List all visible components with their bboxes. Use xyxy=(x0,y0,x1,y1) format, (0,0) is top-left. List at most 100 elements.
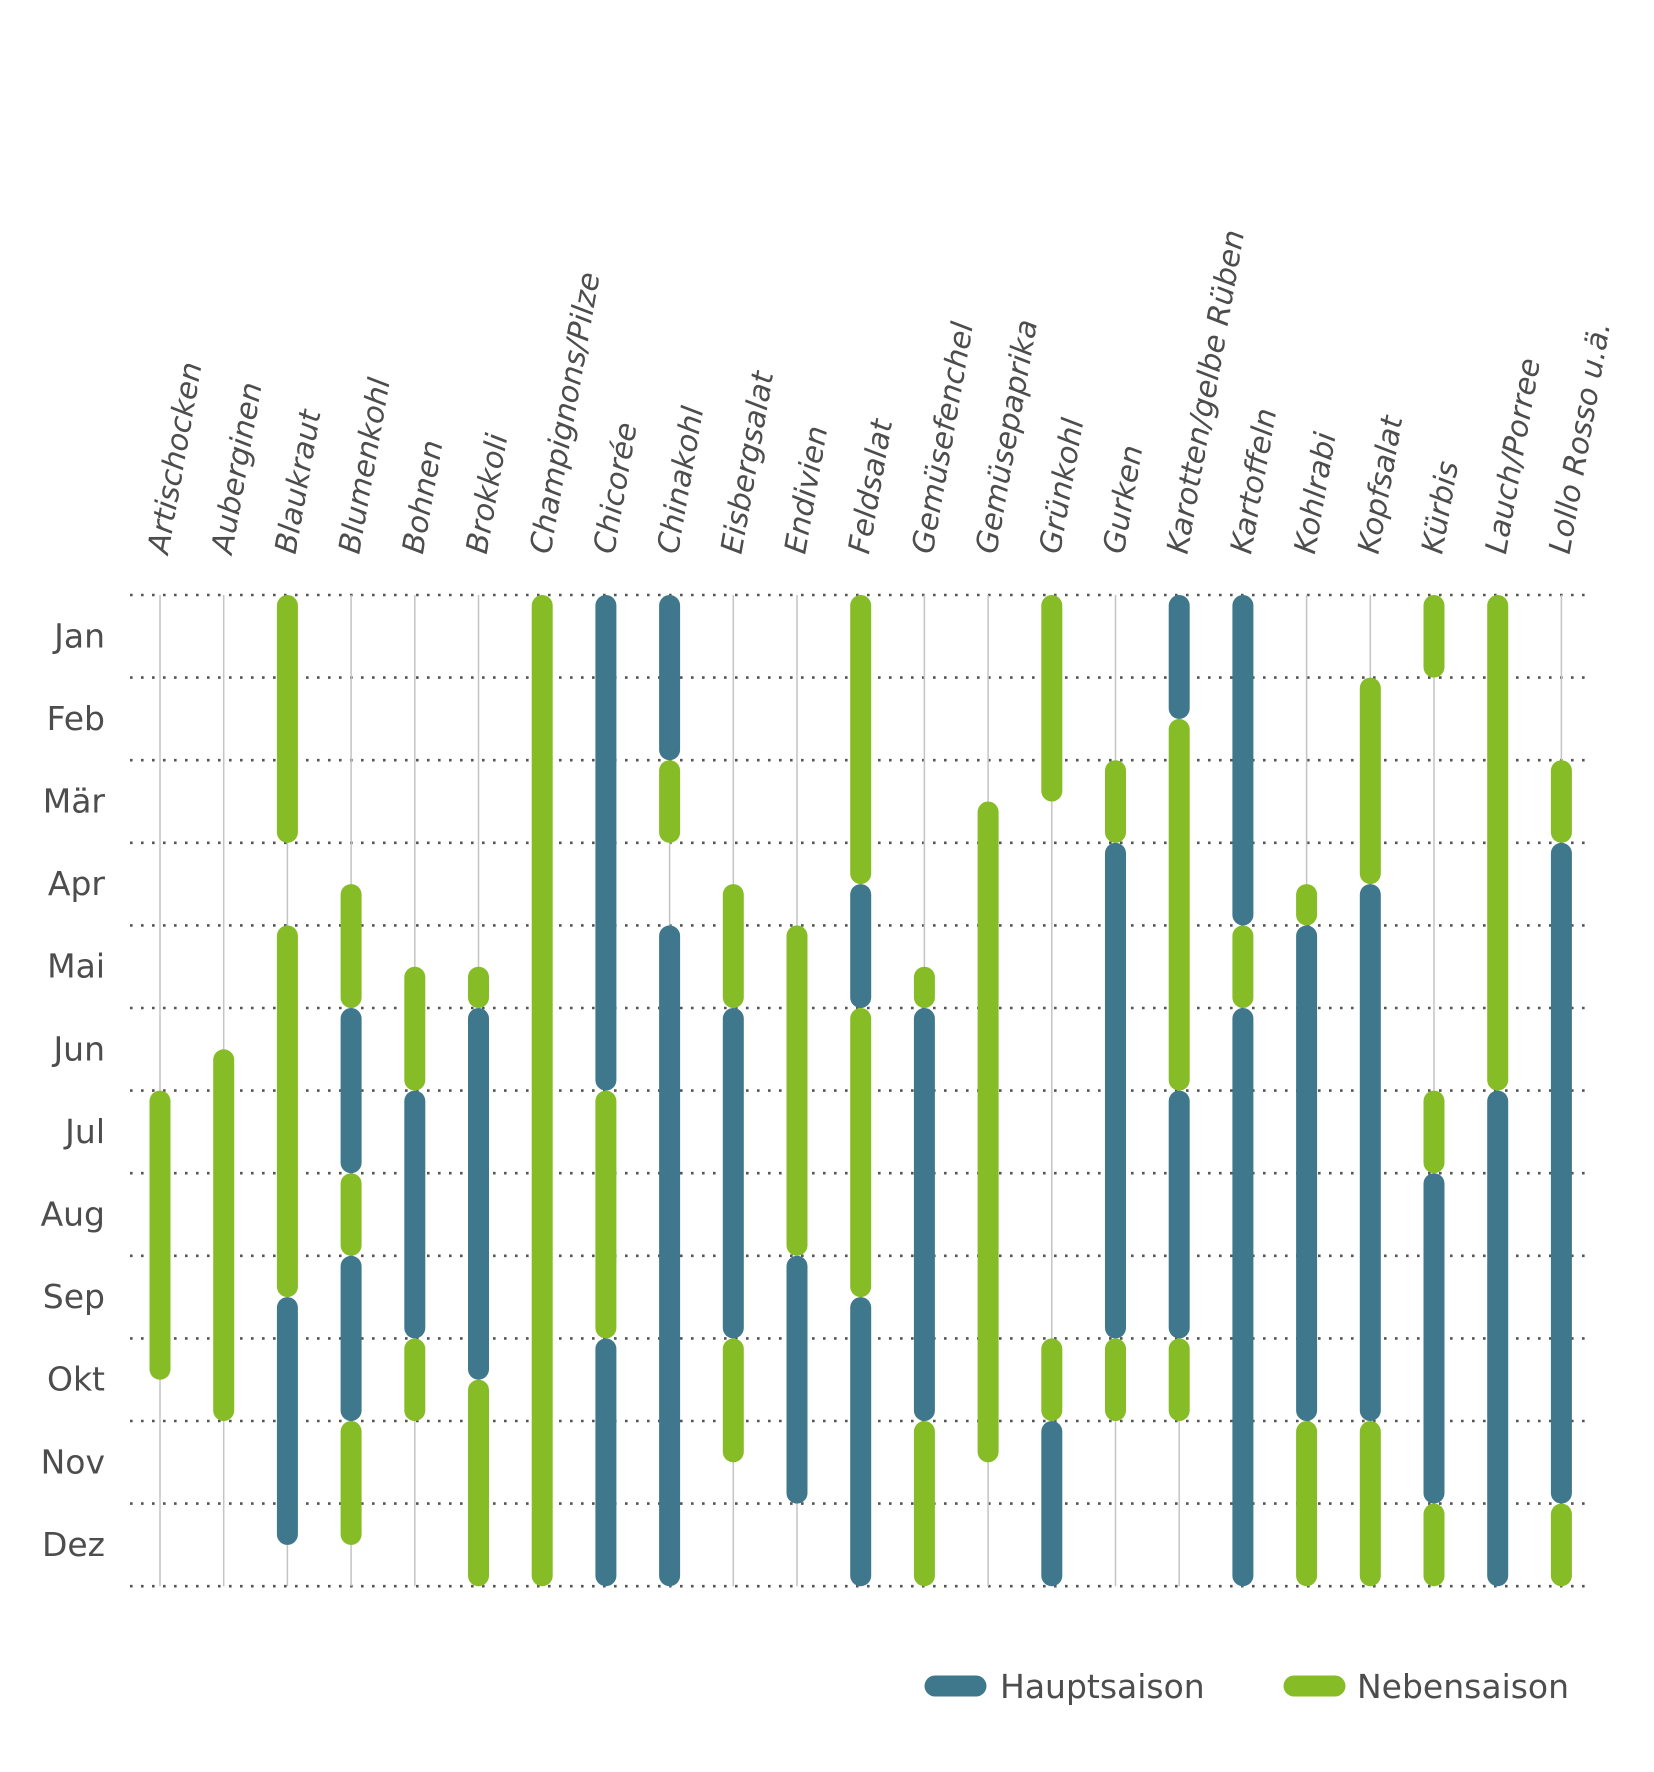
season-bar-nebensaison xyxy=(1041,1338,1063,1421)
season-bar-hauptsaison xyxy=(1232,595,1254,926)
season-bar-nebensaison xyxy=(1487,595,1509,1091)
vegetable-label: Chinakohl xyxy=(651,403,711,556)
season-bar-nebensaison xyxy=(340,884,362,1008)
season-bar-hauptsaison xyxy=(913,1008,935,1421)
vegetable-label: Gemüsefenchel xyxy=(906,319,981,557)
legend-label-hauptsaison: Hauptsaison xyxy=(1000,1667,1205,1706)
season-bar-hauptsaison xyxy=(340,1008,362,1174)
season-bar-nebensaison xyxy=(1550,760,1572,843)
month-label: Jun xyxy=(51,1029,105,1068)
vegetable-label: Eisbergsalat xyxy=(715,368,782,557)
season-bar-hauptsaison xyxy=(1550,842,1572,1504)
season-bar-nebensaison xyxy=(1041,595,1063,802)
legend-item-hauptsaison: Hauptsaison xyxy=(924,1667,1205,1706)
season-bar-nebensaison xyxy=(404,966,426,1091)
season-bar-nebensaison xyxy=(1359,1421,1381,1587)
season-bar-nebensaison xyxy=(977,801,999,1463)
season-bar-hauptsaison xyxy=(1296,925,1318,1421)
season-bar-nebensaison xyxy=(850,1008,872,1298)
vegetable-label: Kopfsalat xyxy=(1352,412,1411,556)
season-bar-nebensaison xyxy=(531,595,553,1587)
month-label: Feb xyxy=(47,699,105,738)
season-bar-nebensaison xyxy=(1423,1090,1445,1174)
vegetable-label: Chicorée xyxy=(587,420,644,556)
season-bar-nebensaison xyxy=(1168,718,1190,1091)
legend-item-nebensaison: Nebensaison xyxy=(1283,1667,1569,1706)
vegetable-label: Kartoffeln xyxy=(1224,406,1284,557)
season-bar-hauptsaison xyxy=(1168,1090,1190,1339)
season-bar-nebensaison xyxy=(722,884,744,1008)
season-bar-nebensaison xyxy=(340,1173,362,1256)
season-bar-nebensaison xyxy=(340,1421,362,1545)
season-bar-nebensaison xyxy=(149,1090,171,1380)
season-bar-nebensaison xyxy=(913,1421,935,1587)
season-bar-hauptsaison xyxy=(468,1008,489,1380)
month-label: Nov xyxy=(41,1442,105,1481)
season-bar-hauptsaison xyxy=(659,925,681,1587)
month-axis: Jan Feb Mär Apr Mai Jun Jul Aug Sep Okt Nov Dez xyxy=(41,616,106,1564)
season-bar-nebensaison xyxy=(276,925,298,1298)
vegetable-label: Lauch/Porree xyxy=(1479,356,1548,557)
season-bar-hauptsaison xyxy=(722,1008,744,1339)
month-label: Jan xyxy=(52,616,105,655)
month-label: Mai xyxy=(47,947,105,986)
vegetable-label: Gemüsepaprika xyxy=(970,317,1046,556)
season-bars xyxy=(149,595,1572,1587)
season-bar-nebensaison xyxy=(1232,925,1254,1008)
season-bar-hauptsaison xyxy=(404,1090,426,1339)
vegetable-label: Brokkoli xyxy=(460,430,516,556)
season-bar-hauptsaison xyxy=(1041,1421,1063,1587)
season-bar-nebensaison xyxy=(913,966,935,1008)
season-bar-nebensaison xyxy=(404,1338,426,1421)
month-label: Dez xyxy=(42,1525,105,1564)
season-bar-hauptsaison xyxy=(1105,842,1126,1339)
season-bar-hauptsaison xyxy=(850,1297,872,1587)
season-bar-hauptsaison xyxy=(595,595,617,1091)
season-bar-nebensaison xyxy=(595,1090,617,1339)
vegetable-label: Auberginen xyxy=(205,380,270,559)
season-bar-hauptsaison xyxy=(659,595,681,761)
season-bar-nebensaison xyxy=(850,595,872,885)
legend: Hauptsaison Nebensaison xyxy=(924,1667,1569,1706)
season-bar-nebensaison xyxy=(1105,1338,1126,1421)
season-bar-nebensaison xyxy=(786,925,808,1256)
season-bar-nebensaison xyxy=(722,1338,744,1463)
month-label: Mär xyxy=(43,782,106,821)
month-label: Jul xyxy=(63,1112,105,1151)
season-bar-nebensaison xyxy=(1105,760,1126,843)
vegetable-label: Artischocken xyxy=(141,359,209,558)
vegetable-label: Bohnen xyxy=(396,438,450,557)
season-bar-hauptsaison xyxy=(1359,884,1381,1421)
vegetable-label: Kohlrabi xyxy=(1288,429,1344,556)
vegetable-label: Feldsalat xyxy=(842,416,900,557)
season-bar-nebensaison xyxy=(1359,677,1381,885)
vegetable-label: Gurken xyxy=(1097,443,1150,557)
season-bar-hauptsaison xyxy=(276,1297,298,1545)
season-bar-hauptsaison xyxy=(1168,595,1190,719)
vegetable-label: Kürbis xyxy=(1415,458,1466,556)
season-bar-hauptsaison xyxy=(786,1255,808,1504)
season-bar-nebensaison xyxy=(659,760,681,843)
vegetable-label: Blaukraut xyxy=(269,406,329,556)
vegetable-label: Grünkohl xyxy=(1033,415,1091,556)
season-bar-hauptsaison xyxy=(595,1338,617,1587)
season-bar-hauptsaison xyxy=(1423,1173,1445,1504)
season-bar-nebensaison xyxy=(1550,1503,1572,1587)
season-bar-nebensaison xyxy=(468,1379,489,1587)
season-bar-nebensaison xyxy=(213,1049,235,1421)
season-bar-nebensaison xyxy=(1423,595,1445,678)
season-bar-nebensaison xyxy=(468,966,489,1008)
legend-label-nebensaison: Nebensaison xyxy=(1357,1667,1569,1706)
vegetable-label: Endivien xyxy=(778,423,835,556)
season-bar-hauptsaison xyxy=(850,884,872,1008)
month-label: Aug xyxy=(41,1195,105,1234)
season-bar-nebensaison xyxy=(1296,884,1318,926)
season-bar-nebensaison xyxy=(1168,1338,1190,1421)
season-bar-nebensaison xyxy=(276,595,298,843)
season-bar-hauptsaison xyxy=(1232,1008,1254,1587)
season-bar-hauptsaison xyxy=(1487,1090,1509,1587)
season-bar-nebensaison xyxy=(1296,1421,1318,1587)
season-bar-hauptsaison xyxy=(340,1255,362,1421)
month-label: Sep xyxy=(43,1277,105,1316)
